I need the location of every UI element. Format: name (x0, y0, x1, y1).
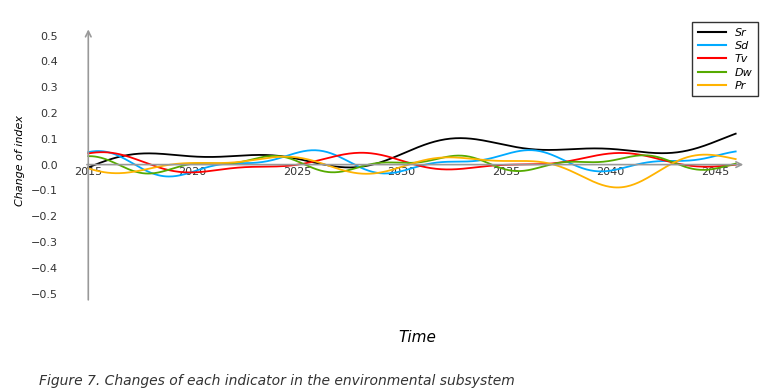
Tv (436, 167, 446, 172)
Line: Sr: Sr (88, 134, 736, 167)
Sd (470, 159, 479, 163)
Pr (718, 154, 727, 159)
Legend: Sr, Sd, Tv, Dw, Pr: Sr, Sd, Tv, Dw, Pr (692, 22, 758, 96)
Pr (701, 152, 711, 157)
Pr (613, 185, 622, 190)
Tv (98, 150, 107, 154)
Line: Tv: Tv (88, 152, 736, 172)
Pr (391, 166, 400, 171)
Dw (393, 160, 402, 165)
Tv (472, 165, 481, 170)
Dw (84, 154, 93, 158)
Line: Dw: Dw (88, 155, 736, 174)
Sr (615, 147, 625, 152)
Sd (731, 149, 741, 154)
Pr (615, 185, 625, 190)
Y-axis label: Change of index: Change of index (15, 115, 25, 206)
Pr (395, 165, 404, 170)
Sd (435, 160, 444, 165)
Dw (435, 156, 444, 161)
Pr (434, 156, 443, 160)
Tv (397, 158, 407, 163)
Dw (615, 156, 625, 161)
Tv (731, 162, 741, 167)
Pr (469, 157, 479, 162)
Tv (393, 157, 403, 162)
Dw (639, 153, 648, 158)
Dw (470, 156, 479, 160)
Sd (164, 174, 174, 179)
Sd (718, 152, 727, 156)
Sd (84, 150, 93, 154)
Text: Figure 7. Changes of each indicator in the environmental subsystem: Figure 7. Changes of each indicator in t… (39, 374, 515, 388)
Sr (396, 152, 406, 157)
Line: Sd: Sd (88, 150, 736, 176)
Pr (731, 157, 741, 162)
Sd (617, 166, 626, 171)
Tv (617, 151, 626, 155)
Sr (344, 165, 353, 170)
Sr (84, 165, 93, 170)
Sd (525, 148, 534, 152)
Tv (185, 170, 194, 175)
Dw (731, 161, 741, 166)
Sr (731, 131, 741, 136)
Dw (718, 165, 727, 169)
Sr (393, 154, 402, 158)
Sd (396, 169, 406, 174)
Dw (396, 160, 406, 165)
X-axis label: Time: Time (398, 330, 436, 345)
Sr (470, 137, 479, 142)
Line: Pr: Pr (88, 154, 736, 187)
Sd (393, 170, 402, 174)
Pr (84, 166, 93, 171)
Sr (435, 138, 444, 143)
Sr (717, 137, 726, 142)
Dw (143, 171, 152, 176)
Tv (84, 151, 93, 156)
Tv (718, 163, 727, 168)
